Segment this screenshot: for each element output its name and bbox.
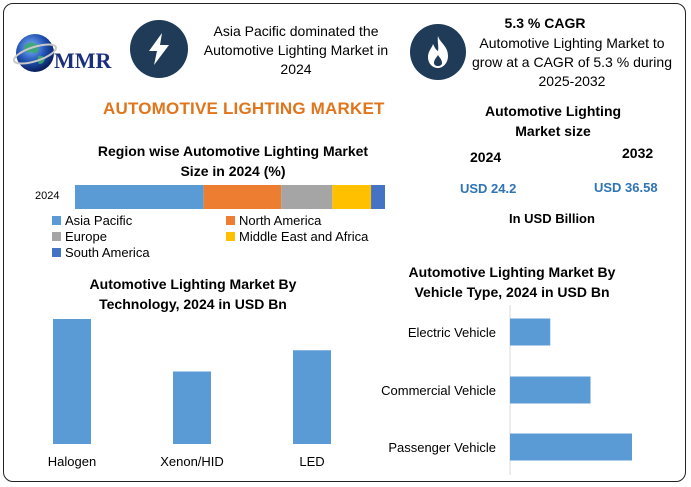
infographic-frame <box>3 3 686 482</box>
legend-swatch <box>52 248 61 257</box>
year-2024-label: 2024 <box>470 149 502 165</box>
technology-tick-label: Halogen <box>48 454 96 469</box>
legend-asia-pacific: Asia Pacific <box>52 213 132 228</box>
vehicle-chart-title: Automotive Lighting Market By Vehicle Ty… <box>408 264 616 300</box>
region-legend: Asia Pacific North America Europe Middle… <box>52 213 392 263</box>
logo-text: MMR <box>54 48 112 73</box>
region-segment-south-america <box>371 185 385 209</box>
region-category-label: 2024 <box>35 190 60 202</box>
technology-tick-label: Xenon/HID <box>160 454 224 469</box>
legend-north-america: North America <box>226 213 321 228</box>
lightning-badge <box>130 20 188 78</box>
legend-middle-east-africa: Middle East and Africa <box>226 229 368 244</box>
region-segment-middle-east-and-africa <box>332 185 372 209</box>
flame-badge <box>410 24 466 80</box>
main-title: AUTOMOTIVE LIGHTING MARKET <box>103 99 385 118</box>
vehicle-tick-label: Commercial Vehicle <box>381 383 496 398</box>
value-2032: USD 36.58 <box>594 180 658 195</box>
cagr-title: 5.3 % CAGR <box>504 15 586 31</box>
header-left-text: Asia Pacific dominated the Automotive Li… <box>203 23 389 77</box>
legend-south-america: South America <box>52 245 150 260</box>
flame-icon <box>428 36 448 68</box>
technology-tick-label: LED <box>299 454 324 469</box>
region-segment-asia-pacific <box>75 185 204 209</box>
vehicle-bar <box>510 376 591 404</box>
market-size-title: Automotive Lighting Market size <box>484 103 622 139</box>
region-stacked-bar-chart <box>75 185 385 209</box>
legend-swatch <box>52 216 61 225</box>
technology-bar <box>53 319 91 444</box>
region-chart-title: Region wise Automotive Lighting Market S… <box>97 143 369 179</box>
vehicle-tick-label: Electric Vehicle <box>408 325 496 340</box>
vehicle-bar <box>510 433 632 461</box>
logo: MMR <box>12 30 112 78</box>
cagr-text: Automotive Lighting Market to grow at a … <box>472 35 672 89</box>
value-2024: USD 24.2 <box>460 181 517 196</box>
technology-bar-chart: Halogen Xenon/HID LED <box>48 319 331 469</box>
vehicle-tick-label: Passenger Vehicle <box>388 440 496 455</box>
legend-swatch <box>52 232 61 241</box>
technology-bar <box>173 371 211 444</box>
vehicle-type-bar-chart: Electric Vehicle Commercial Vehicle Passen… <box>381 305 632 475</box>
legend-europe: Europe <box>52 229 107 244</box>
technology-bar <box>293 350 331 444</box>
vehicle-bar <box>510 318 551 346</box>
year-2032-label: 2032 <box>622 145 654 161</box>
legend-swatch <box>226 216 235 225</box>
globe-icon <box>12 34 58 72</box>
region-segment-europe <box>281 185 333 209</box>
unit-label: In USD Billion <box>509 211 595 226</box>
lightning-icon <box>149 33 169 65</box>
region-segment-north-america <box>203 185 282 209</box>
legend-swatch <box>226 232 235 241</box>
technology-chart-title: Automotive Lighting Market By Technology… <box>89 276 297 312</box>
